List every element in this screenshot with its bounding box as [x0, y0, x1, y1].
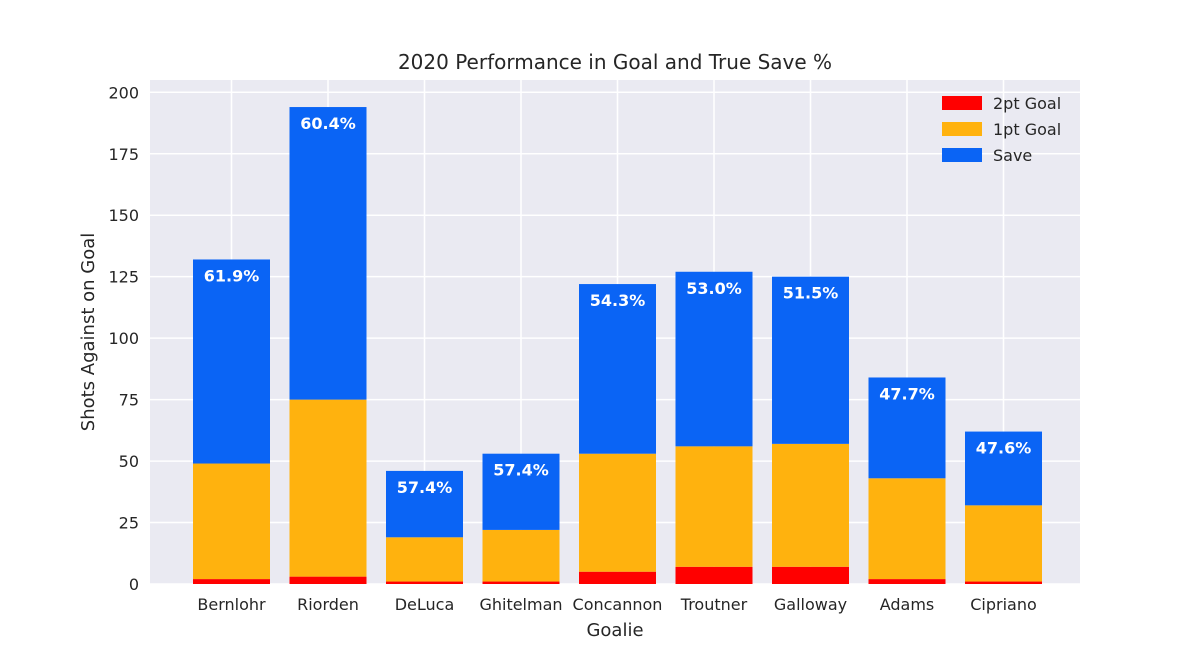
y-tick-label: 200 [108, 83, 139, 102]
legend-swatch [942, 148, 982, 162]
x-tick-label: Galloway [774, 595, 847, 614]
bar-save-cipriano [965, 431, 1042, 506]
x-tick-label: Troutner [680, 595, 748, 614]
bar-2pt-goal-deluca [386, 581, 463, 584]
save-percent-label: 60.4% [300, 114, 356, 133]
bar-save-riorden [289, 107, 367, 400]
bar-save-concannon [579, 284, 656, 454]
bar-1pt-goal-adams [868, 478, 946, 580]
bar-2pt-goal-cipriano [965, 581, 1042, 584]
y-tick-label: 150 [108, 206, 139, 225]
x-tick-label: Concannon [573, 595, 663, 614]
save-percent-label: 51.5% [783, 284, 839, 303]
save-percent-label: 47.6% [976, 439, 1032, 458]
legend-swatch [942, 122, 982, 136]
y-axis-label: Shots Against on Goal [78, 233, 99, 431]
x-tick-label: DeLuca [395, 595, 455, 614]
x-tick-label: Riorden [297, 595, 359, 614]
bar-2pt-goal-ghitelman [482, 581, 560, 584]
bar-save-bernlohr [193, 259, 270, 464]
save-percent-label: 57.4% [493, 461, 549, 480]
bars [193, 107, 1042, 584]
y-tick-labels: 0 25 50 75 100 125 150 175 200 [108, 83, 139, 594]
bar-save-troutner [675, 271, 753, 447]
bar-2pt-goal-riorden [289, 576, 367, 584]
save-percent-labels: 61.9% 60.4% 57.4% 57.4% 54.3% 53.0% 51.5% 47.7%… [204, 114, 1032, 497]
legend: 2pt Goal 1pt Goal Save [942, 94, 1061, 165]
bar-1pt-goal-deluca [386, 537, 463, 582]
x-tick-labels: Bernlohr Riorden DeLuca Ghitelman Concannon T… [197, 595, 1036, 614]
bar-1pt-goal-riorden [289, 399, 367, 577]
bar-save-ghitelman [482, 453, 560, 530]
bar-1pt-goal-cipriano [965, 505, 1042, 582]
bar-2pt-goal-troutner [675, 566, 753, 584]
legend-label: Save [993, 146, 1032, 165]
y-tick-label: 100 [108, 329, 139, 348]
x-tick-label: Adams [880, 595, 935, 614]
x-axis-label: Goalie [586, 620, 643, 641]
bar-save-adams [868, 377, 946, 479]
bar-1pt-goal-galloway [772, 443, 849, 567]
save-percent-label: 57.4% [397, 478, 453, 497]
x-tick-label: Bernlohr [197, 595, 266, 614]
chart-title: 2020 Performance in Goal and True Save % [398, 50, 832, 74]
legend-label: 1pt Goal [993, 120, 1061, 139]
x-tick-label: Ghitelman [479, 595, 562, 614]
bar-1pt-goal-bernlohr [193, 463, 270, 580]
save-percent-label: 47.7% [879, 384, 935, 403]
legend-label: 2pt Goal [993, 94, 1061, 113]
bar-2pt-goal-galloway [772, 566, 849, 584]
x-tick-label: Cipriano [970, 595, 1037, 614]
y-tick-label: 25 [119, 514, 139, 533]
bar-2pt-goal-concannon [579, 571, 656, 584]
bar-2pt-goal-adams [868, 579, 946, 584]
bar-1pt-goal-ghitelman [482, 529, 560, 582]
y-tick-label: 75 [119, 391, 139, 410]
legend-swatch [942, 96, 982, 110]
bar-save-deluca [386, 470, 463, 538]
y-tick-label: 50 [119, 452, 139, 471]
y-tick-label: 0 [129, 575, 139, 594]
bar-save-galloway [772, 276, 849, 444]
bar-2pt-goal-bernlohr [193, 579, 270, 584]
save-percent-label: 53.0% [686, 279, 742, 298]
y-tick-label: 125 [108, 268, 139, 287]
save-percent-label: 61.9% [204, 266, 260, 285]
save-percent-label: 54.3% [590, 291, 646, 310]
bar-1pt-goal-concannon [579, 453, 656, 572]
bar-1pt-goal-troutner [675, 446, 753, 567]
y-tick-label: 175 [108, 145, 139, 164]
